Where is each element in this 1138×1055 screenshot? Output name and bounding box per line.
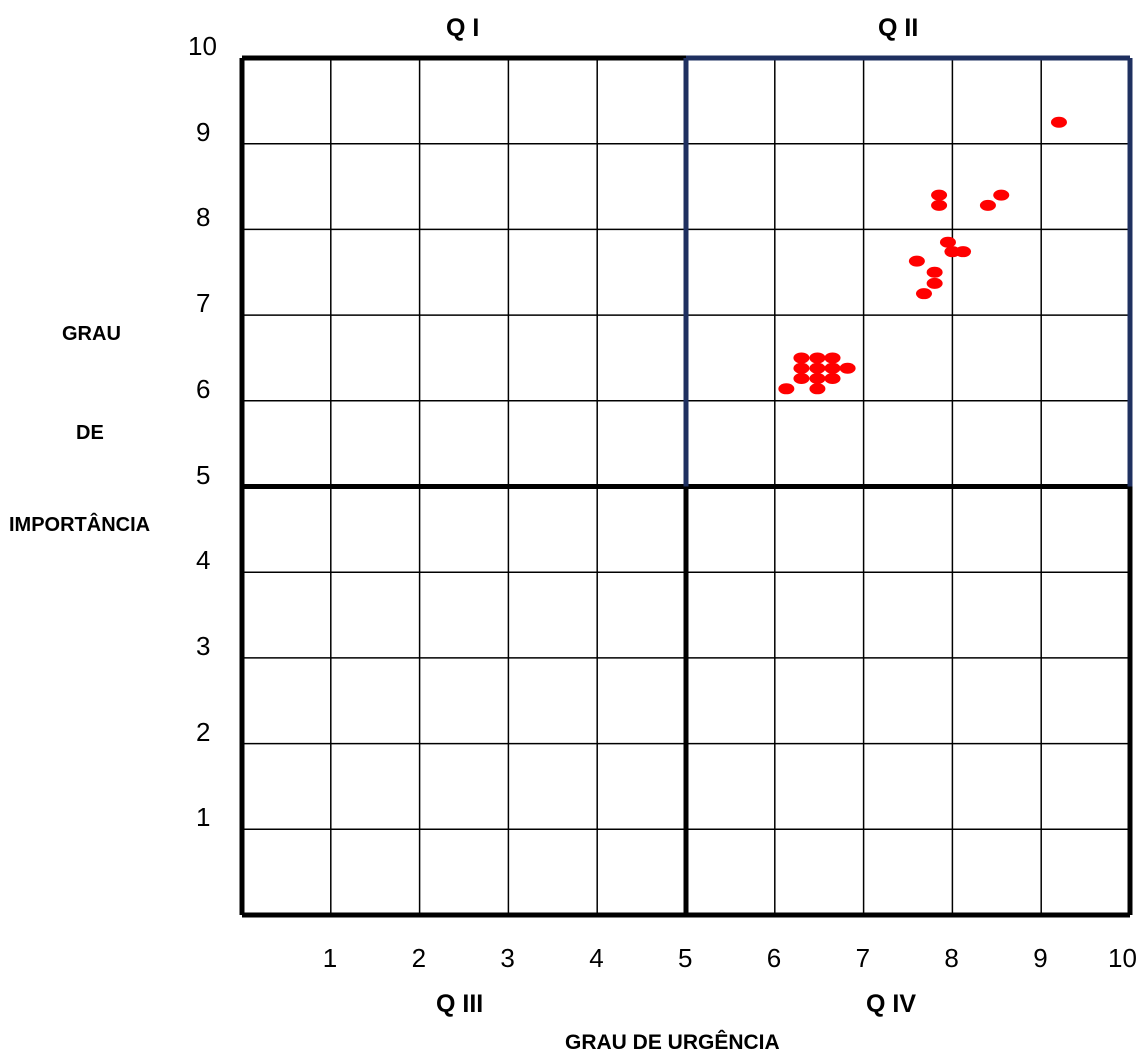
data-point [824,352,841,364]
x-tick-label: 5 [678,943,693,973]
x-tick-label: 8 [944,943,959,973]
x-tick-label: 4 [589,943,604,973]
data-point [809,352,826,364]
data-point [793,373,810,385]
data-point [926,266,943,278]
data-point [931,199,948,211]
y-tick-label: 6 [196,373,211,404]
y-tick-label: 10 [188,31,217,61]
data-point [839,362,856,374]
quadrant-label-q3: Q III [436,990,484,1018]
data-point [979,199,996,211]
quadrant-label-q1: Q I [446,14,480,42]
data-point [939,236,956,248]
x-tick-label: 1 [322,943,338,973]
y-axis-label-line-3: IMPORTÂNCIA [9,514,151,536]
data-point [809,373,826,385]
quadrant-label-q4: Q IV [866,990,917,1018]
y-tick-label: 5 [196,459,211,490]
data-point [824,373,841,385]
y-tick-label: 1 [196,802,211,833]
data-point [809,383,826,395]
y-tick-label: 8 [196,202,211,233]
data-point [1050,116,1067,128]
y-tick-label: 7 [196,288,211,319]
y-tick-label: 2 [196,716,211,747]
data-point [809,362,826,374]
x-axis-label: GRAU DE URGÊNCIA [565,1031,780,1054]
y-tick-label: 4 [196,545,211,576]
data-points [778,116,1067,395]
data-point [908,255,925,267]
data-point [931,189,948,201]
data-point [793,362,810,374]
x-tick-label: 10 [1108,943,1137,973]
x-tick-label: 9 [1033,943,1048,973]
data-point [993,189,1010,201]
y-tick-label: 9 [196,116,211,147]
x-tick-label: 2 [411,943,427,973]
y-axis-label-line-2: DE [76,422,104,444]
y-tick-label: 3 [196,630,211,661]
x-tick-label: 7 [855,943,871,973]
quadrant-label-q2: Q II [878,14,919,42]
x-tick-label: 6 [766,943,782,973]
data-point [926,277,943,289]
x-tick-label: 3 [500,943,515,973]
data-point [778,383,795,395]
data-point [824,362,841,374]
data-point [915,288,932,300]
y-axis-label-line-1: GRAU [62,323,121,345]
quadrant-frames [239,55,1133,918]
data-point [793,352,810,364]
data-point [955,246,972,258]
